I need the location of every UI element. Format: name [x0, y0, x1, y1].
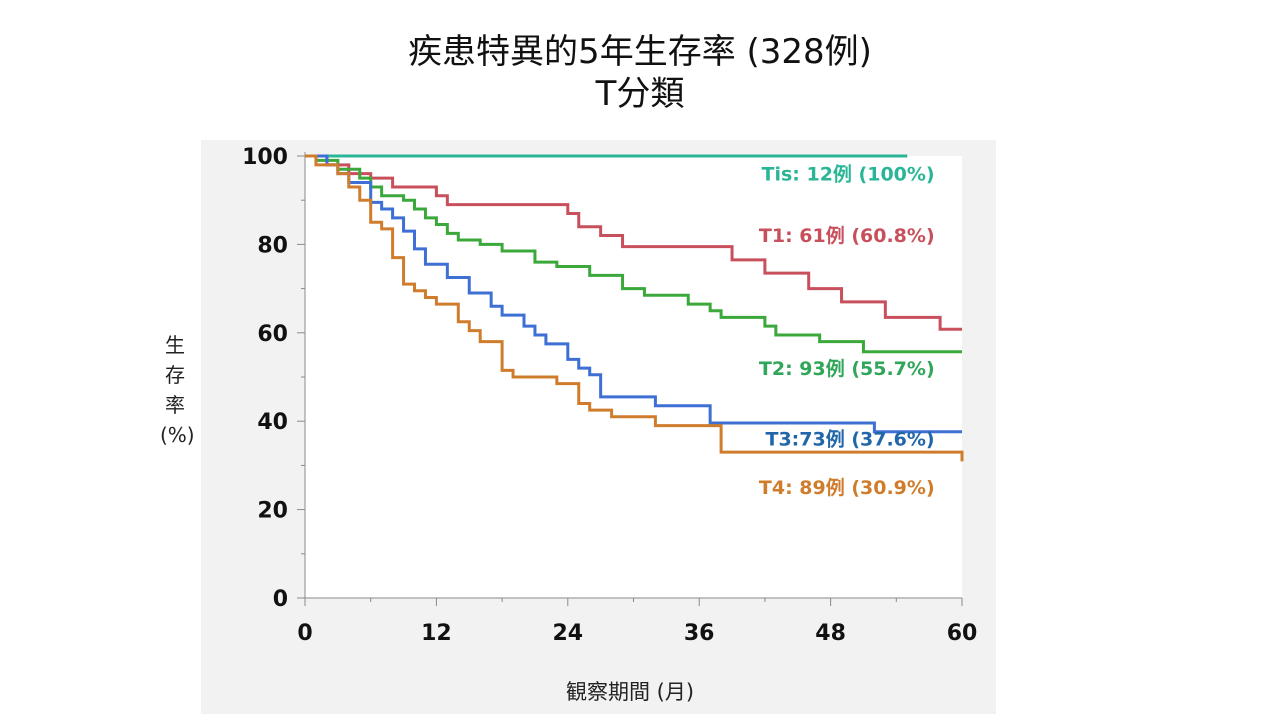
x-tick-label: 24: [552, 621, 583, 646]
y-tick-label: 80: [257, 233, 288, 258]
curve-label-1: T1: 61例 (60.8%): [759, 224, 935, 247]
y-axis-label: 生 存 率 (%): [160, 330, 195, 450]
y-axis-label-char: 率: [165, 393, 185, 417]
survival-curve-4: [305, 154, 964, 462]
y-axis-label-char: 存: [165, 363, 185, 387]
y-axis-label-char: 生: [165, 333, 185, 357]
x-tick-label: 12: [421, 621, 452, 646]
survival-curve-1: [305, 154, 962, 331]
y-tick-label: 20: [257, 499, 288, 524]
curve-label-0: Tis: 12例 (100%): [762, 162, 935, 185]
x-tick-label: 0: [297, 621, 312, 646]
y-tick-label: 40: [257, 410, 288, 435]
y-axis-label-unit: (%): [160, 423, 195, 447]
chart-title: 疾患特異的5年生存率 (328例): [408, 32, 872, 72]
curve-label-4: T4: 89例 (30.9%): [759, 476, 935, 499]
chart-subtitle: T分類: [595, 74, 685, 114]
curve-label-2: T2: 93例 (55.7%): [759, 357, 935, 380]
curve-label-3: T3:73例 (37.6%): [766, 428, 935, 451]
y-tick-label: 60: [257, 322, 288, 347]
x-tick-label: 48: [815, 621, 846, 646]
x-tick-label: 60: [947, 621, 978, 646]
x-tick-label: 36: [684, 621, 715, 646]
y-tick-label: 0: [273, 587, 288, 612]
y-tick-label: 100: [242, 145, 288, 170]
survival-curve-2: [305, 154, 962, 354]
x-axis-label: 観察期間 (月): [565, 680, 695, 704]
